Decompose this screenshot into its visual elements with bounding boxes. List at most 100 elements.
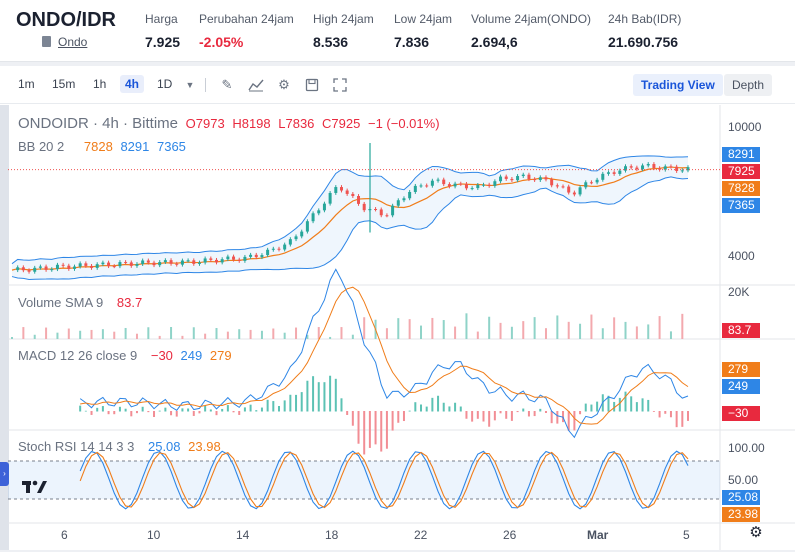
- coin-link[interactable]: Ondo: [58, 35, 88, 49]
- timeframe-15m[interactable]: 15m: [52, 77, 76, 91]
- candle-body: [635, 167, 639, 170]
- candle-body: [408, 191, 412, 199]
- candle-body: [107, 262, 111, 267]
- candle-body: [652, 164, 656, 169]
- macd-hist-bar: [624, 391, 627, 412]
- candle-body: [391, 205, 395, 216]
- candle-body: [499, 176, 503, 182]
- macd-hist-bar: [204, 405, 207, 412]
- candle-body: [646, 164, 650, 166]
- expand-arrow-icon[interactable]: ›: [0, 462, 9, 486]
- candle-body: [33, 267, 37, 272]
- volume-bar: [317, 327, 320, 339]
- macd-line-tag: 249: [722, 379, 760, 394]
- macd-hist-bar: [618, 397, 621, 412]
- candle-body: [629, 166, 633, 168]
- volume-bar: [601, 328, 604, 339]
- candle-body: [101, 262, 105, 265]
- depth-button[interactable]: Depth: [724, 74, 773, 96]
- candle-body: [550, 179, 554, 186]
- macd-hist-bar: [385, 411, 388, 449]
- macd-hist-bar: [215, 411, 218, 416]
- candle-body: [385, 215, 389, 217]
- save-icon[interactable]: [304, 78, 320, 92]
- macd-hist-bar: [675, 411, 678, 428]
- macd-hist-bar: [221, 408, 224, 412]
- stat-low: Low 24jam 7.836: [394, 12, 453, 50]
- macd-hist-bar: [516, 411, 519, 413]
- volume-bar: [215, 328, 218, 339]
- candle-body: [675, 166, 679, 171]
- candle-body: [527, 174, 531, 180]
- interval-select[interactable]: 1D: [157, 77, 173, 91]
- candle-body: [254, 254, 258, 258]
- indicator-icon[interactable]: [248, 78, 264, 92]
- chart-settings-icon[interactable]: ⚙: [749, 524, 763, 541]
- candle-body: [595, 179, 599, 183]
- macd-hist-bar: [101, 406, 104, 412]
- drawing-toolbar-edge: [0, 105, 9, 550]
- macd-hist-bar: [283, 400, 286, 412]
- macd-hist-bar: [408, 410, 411, 412]
- candle-body: [288, 239, 292, 245]
- candle-body: [686, 167, 690, 171]
- macd-hist-bar: [425, 406, 428, 412]
- candle-body: [402, 198, 406, 201]
- trading-view-button[interactable]: Trading View: [633, 74, 723, 96]
- candle-body: [470, 188, 474, 190]
- macd-hist-bar: [351, 411, 354, 426]
- macd-hist-bar: [527, 411, 530, 417]
- volume-bar: [420, 325, 423, 339]
- candle-body: [249, 254, 253, 257]
- candle-body: [78, 263, 82, 267]
- volume-bar: [522, 321, 525, 339]
- x-axis-label: 22: [414, 528, 428, 542]
- candle-body: [55, 264, 59, 270]
- stat-volume: Volume 24jam(ONDO) 2.694,6: [471, 12, 592, 50]
- candle-body: [516, 176, 520, 181]
- candle-body: [589, 182, 593, 184]
- chevron-down-icon[interactable]: ▼: [185, 80, 195, 90]
- candle-body: [152, 262, 156, 266]
- candle-body: [294, 236, 298, 240]
- macd-hist-bar: [346, 411, 349, 415]
- candle-body: [618, 170, 622, 174]
- macd-hist-bar: [664, 411, 667, 414]
- market-header: ONDO/IDR Ondo Harga 7.925 Perubahan 24ja…: [0, 0, 795, 62]
- candle-body: [669, 166, 673, 168]
- candle-body: [50, 269, 54, 271]
- candle-body: [61, 264, 65, 266]
- candle-body: [658, 168, 662, 170]
- macd-hist-bar: [505, 411, 508, 419]
- pencil-icon[interactable]: ✎: [221, 77, 233, 92]
- chart-canvas[interactable]: [8, 105, 795, 550]
- macd-hist-bar: [465, 411, 468, 419]
- macd-hist-bar: [476, 411, 479, 419]
- candle-body: [464, 183, 468, 189]
- macd-hist-bar: [550, 411, 553, 424]
- macd-hist-bar: [363, 411, 366, 455]
- macd-hist-bar: [613, 401, 616, 412]
- fullscreen-icon[interactable]: [332, 78, 348, 92]
- volume-bar: [22, 327, 25, 339]
- volume-legend: Volume SMA 9 83.7: [18, 295, 143, 310]
- gear-icon[interactable]: ⚙: [278, 77, 290, 92]
- macd-hist-bar: [141, 406, 144, 412]
- timeframe-1m[interactable]: 1m: [18, 77, 35, 91]
- macd-hist-bar: [510, 411, 513, 421]
- volume-bar: [192, 327, 195, 339]
- candle-body: [521, 174, 525, 177]
- stoch-k-tag: 25.08: [722, 490, 760, 505]
- x-axis-label: 26: [503, 528, 517, 542]
- timeframe-4h[interactable]: 4h: [120, 75, 145, 93]
- price-scale-label: 4000: [728, 249, 755, 263]
- stat-change: Perubahan 24jam -2.05%: [199, 12, 294, 50]
- candle-body: [328, 192, 332, 204]
- last-price-tag: 7925: [722, 164, 760, 179]
- candle-body: [567, 186, 571, 193]
- timeframe-1h[interactable]: 1h: [93, 77, 107, 91]
- volume-bar: [658, 316, 661, 339]
- candle-body: [476, 184, 480, 189]
- candle-body: [277, 248, 281, 250]
- macd-hist-bar: [340, 398, 343, 412]
